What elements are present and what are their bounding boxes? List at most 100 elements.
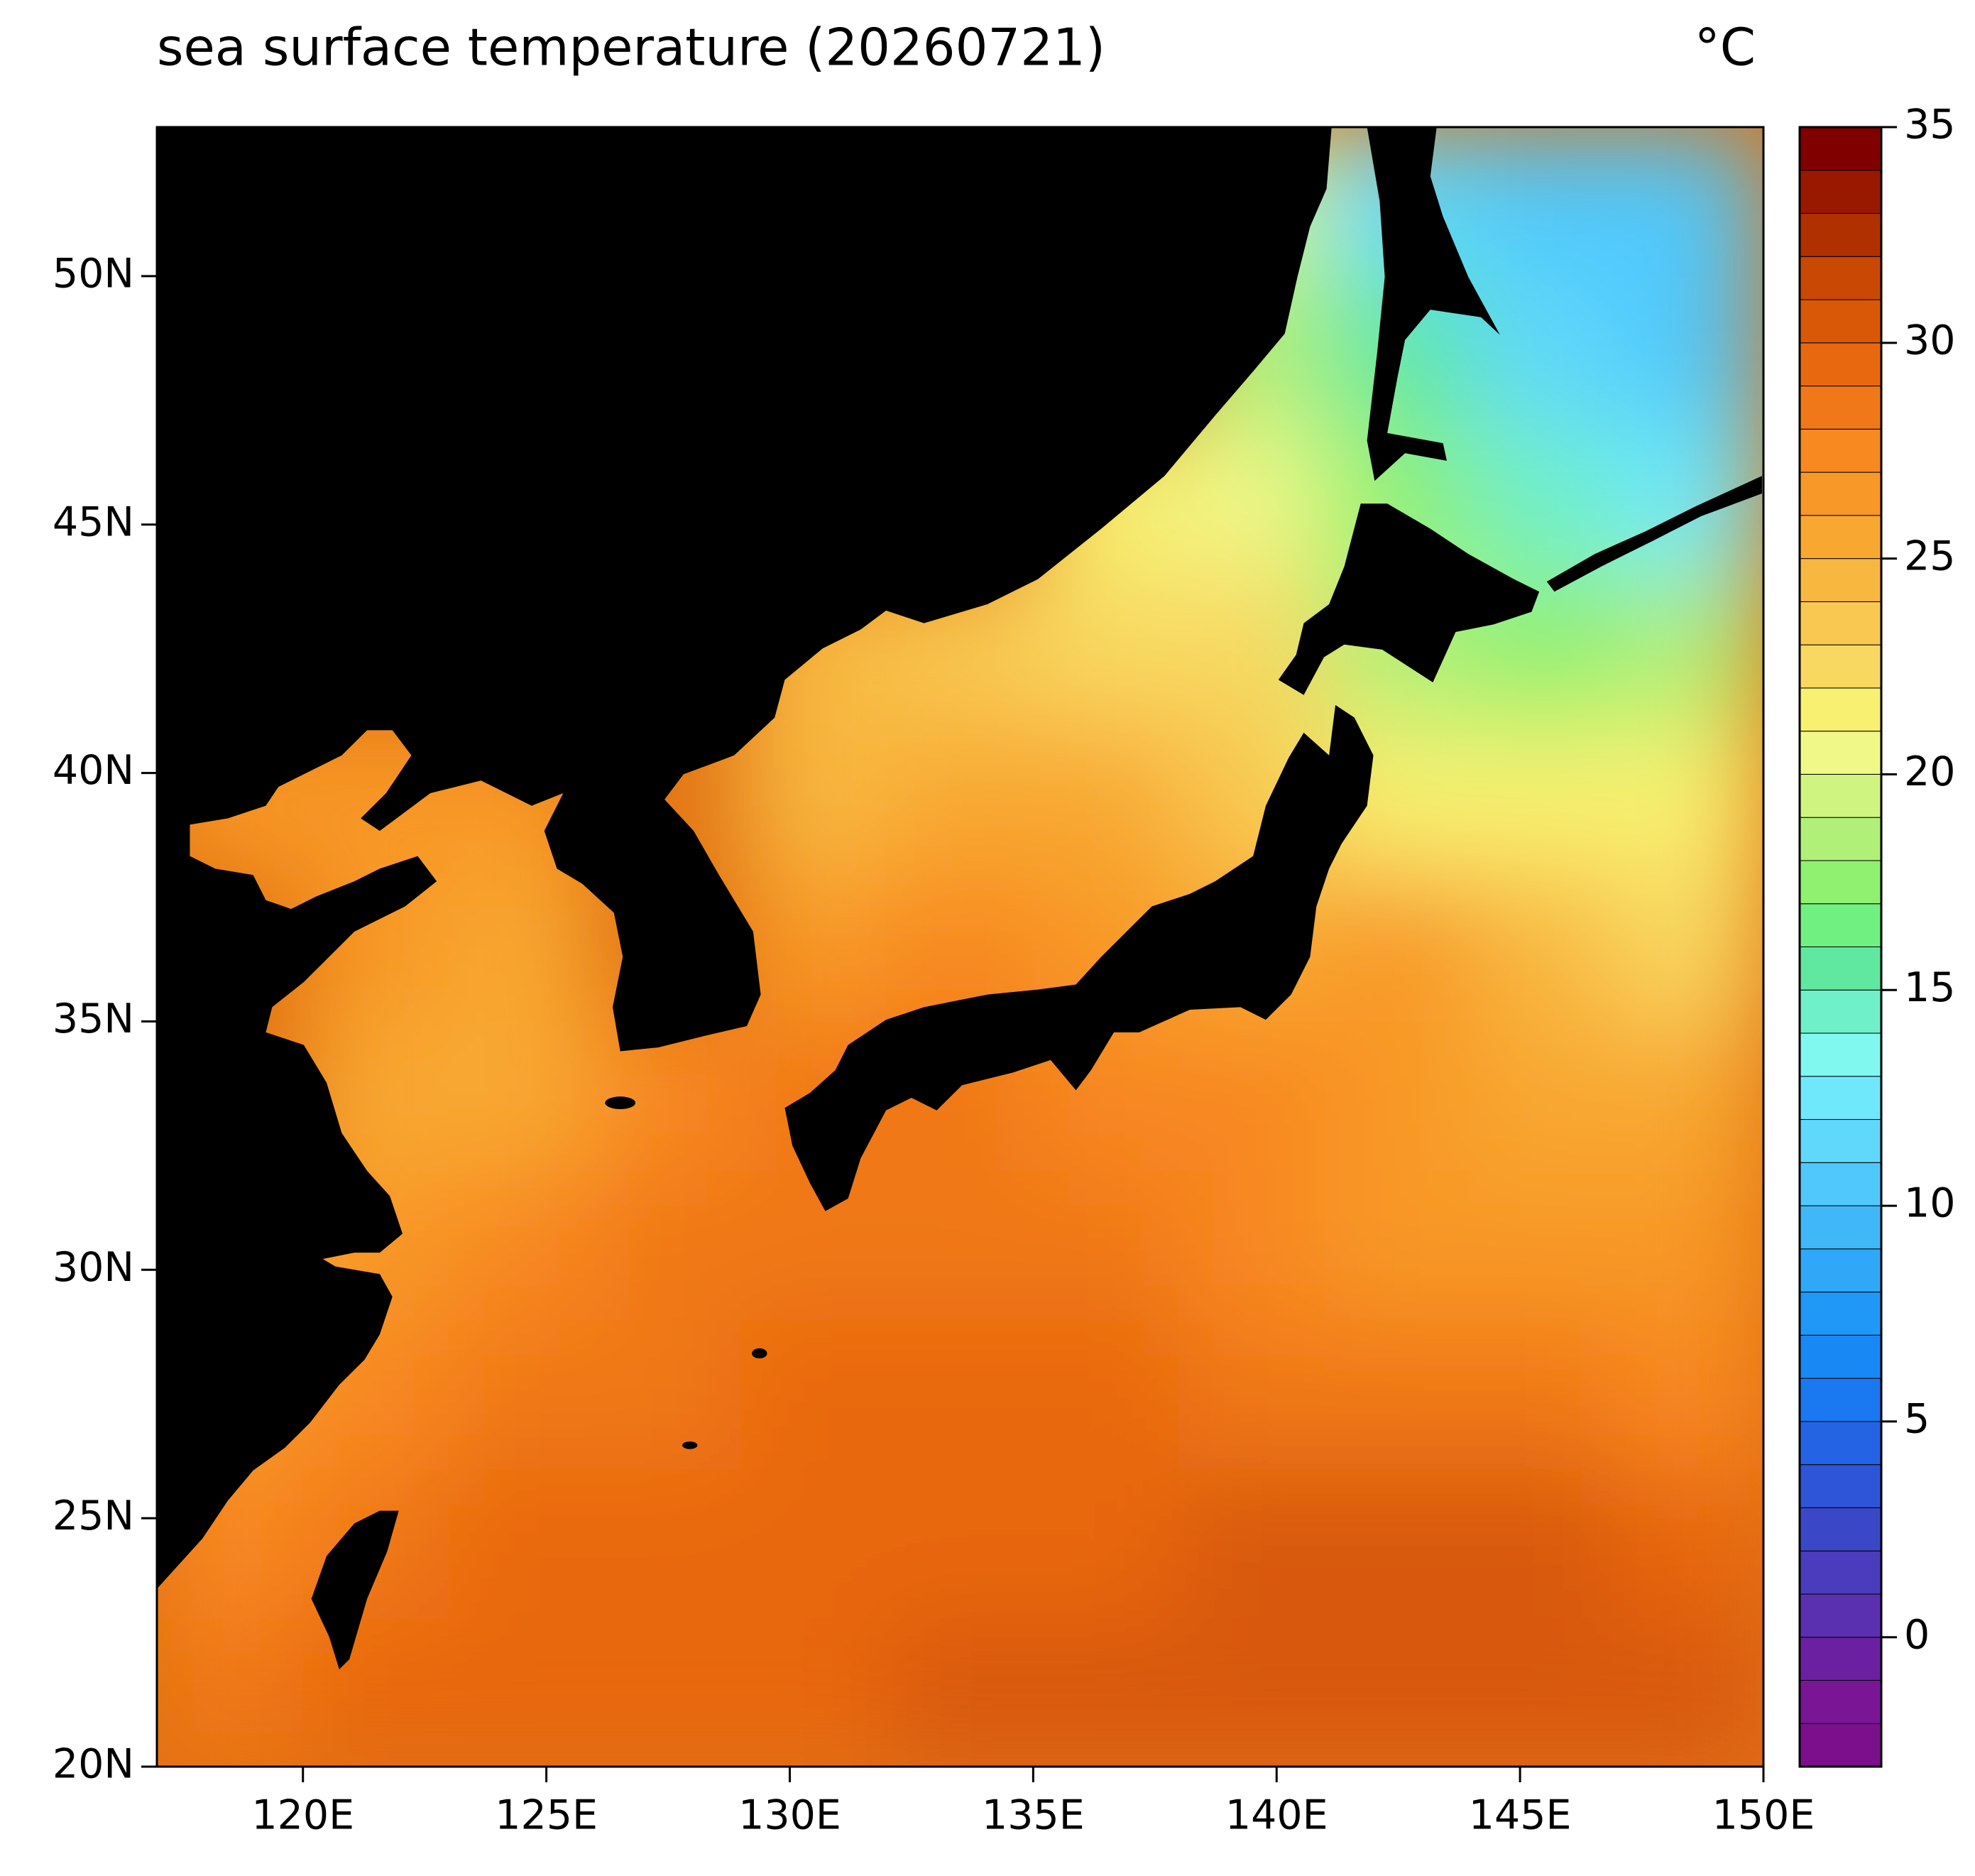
- colorbar: 0 5 10 15 20 25 30 35: [1798, 102, 1956, 1768]
- mainland-asia: [157, 127, 1332, 1589]
- colorbar-band: [1799, 428, 1882, 473]
- colorbar-band: [1799, 1076, 1882, 1120]
- sst-cell: [594, 1319, 742, 1470]
- colorbar-band: [1799, 386, 1882, 430]
- sst-cell: [740, 1319, 888, 1470]
- kuril-islands: [1546, 476, 1762, 592]
- colorbar-band: [1799, 731, 1882, 775]
- sst-cell: [740, 1169, 888, 1321]
- sst-cell: [1616, 1169, 1763, 1321]
- plot-frame: [155, 126, 1765, 1768]
- colorbar-tick-label: 0: [1904, 1611, 1930, 1658]
- colorbar-band: [1799, 1205, 1882, 1250]
- colorbar-tick-label: 35: [1904, 102, 1956, 148]
- sst-cell: [448, 1020, 596, 1172]
- colorbar-band: [1799, 1679, 1882, 1724]
- sst-cell: [1616, 722, 1763, 873]
- x-tick-label: 140E: [1225, 1792, 1328, 1839]
- sst-cell: [1470, 722, 1619, 873]
- jeju: [605, 1096, 636, 1110]
- y-tick-label: 20N: [53, 1741, 134, 1788]
- colorbar-band: [1799, 342, 1882, 387]
- colorbar-band: [1799, 1248, 1882, 1293]
- colorbar-band: [1799, 299, 1882, 344]
- sst-cell: [1324, 871, 1472, 1022]
- sst-cell: [448, 1617, 596, 1767]
- sst-cell: [1324, 1617, 1472, 1767]
- sst-cell: [740, 871, 888, 1022]
- colorbar-band: [1799, 1334, 1882, 1379]
- y-tick-label: 25N: [53, 1493, 134, 1539]
- chart-title: sea surface temperature (20260721): [157, 18, 1105, 77]
- sst-cell: [594, 1020, 742, 1172]
- map-area: [157, 127, 1763, 1767]
- sst-cell: [594, 1617, 742, 1767]
- colorbar-frame: [1798, 126, 1883, 1768]
- x-tick-label: 145E: [1469, 1792, 1572, 1839]
- sst-cell: [1616, 1468, 1763, 1619]
- sst-cell: [886, 1468, 1034, 1619]
- sst-cell: [1178, 1617, 1326, 1767]
- sst-cell: [886, 1319, 1034, 1470]
- colorbar-band: [1799, 1292, 1882, 1336]
- y-tick-label: 50N: [53, 251, 134, 298]
- sst-cell: [1178, 424, 1326, 575]
- colorbar-band: [1799, 558, 1882, 602]
- sst-cell: [886, 1617, 1034, 1767]
- sst-cell: [448, 1319, 596, 1470]
- sst-cell: [1032, 1169, 1181, 1321]
- colorbar-tick-label: 15: [1904, 964, 1956, 1011]
- colorbar-tick-label: 5: [1904, 1396, 1930, 1443]
- sst-cell: [1032, 573, 1181, 724]
- colorbar-band: [1799, 773, 1882, 818]
- y-tick-label: 35N: [53, 996, 134, 1042]
- sst-cell: [1470, 871, 1619, 1022]
- colorbar-band: [1799, 601, 1882, 645]
- sst-cell: [1178, 1319, 1326, 1470]
- x-tick-label: 125E: [495, 1792, 598, 1839]
- sst-cell: [1178, 1169, 1326, 1321]
- colorbar-band: [1799, 989, 1882, 1034]
- colorbar-band: [1799, 213, 1882, 257]
- sst-cell: [1616, 1020, 1763, 1172]
- colorbar-band: [1799, 817, 1882, 861]
- sst-cell: [157, 1617, 304, 1767]
- colorbar-tick-label: 10: [1904, 1180, 1956, 1227]
- sst-cell: [740, 1617, 888, 1767]
- sst-cell: [1616, 573, 1763, 724]
- sst-cell: [1324, 1468, 1472, 1619]
- colorbar-band: [1799, 471, 1882, 516]
- sst-cell: [1470, 275, 1619, 426]
- colorbar-band: [1799, 1032, 1882, 1077]
- colorbar-band: [1799, 1162, 1882, 1206]
- sst-cell: [1178, 1020, 1326, 1172]
- y-tick-label: 30N: [53, 1244, 134, 1291]
- sst-cell: [1032, 1319, 1181, 1470]
- sst-cell: [1032, 1468, 1181, 1619]
- colorbar-band: [1799, 687, 1882, 732]
- colorbar-band: [1799, 1723, 1882, 1767]
- y-tick-label: 40N: [53, 747, 134, 794]
- colorbar-band: [1799, 860, 1882, 905]
- sst-cell: [1324, 1319, 1472, 1470]
- colorbar-band: [1799, 903, 1882, 947]
- honshu-kyushu-shikoku: [784, 704, 1374, 1211]
- sst-cell: [1470, 1020, 1619, 1172]
- sst-cell: [1470, 424, 1619, 575]
- sst-cell: [448, 871, 596, 1022]
- sst-cell: [1616, 871, 1763, 1022]
- colorbar-band: [1799, 644, 1882, 689]
- sst-cell: [740, 722, 888, 873]
- colorbar-tick-label: 25: [1904, 533, 1956, 579]
- sst-cell: [1178, 1468, 1326, 1619]
- colorbar-band: [1799, 1550, 1882, 1595]
- unit-label: °C: [1695, 18, 1756, 77]
- hokkaido: [1278, 503, 1540, 695]
- sst-cell: [1470, 1319, 1619, 1470]
- sst-cell: [886, 722, 1034, 873]
- colorbar-band: [1799, 1421, 1882, 1466]
- x-tick-label: 120E: [251, 1792, 354, 1839]
- sst-cell: [1616, 1617, 1763, 1767]
- sst-cell: [1470, 1169, 1619, 1321]
